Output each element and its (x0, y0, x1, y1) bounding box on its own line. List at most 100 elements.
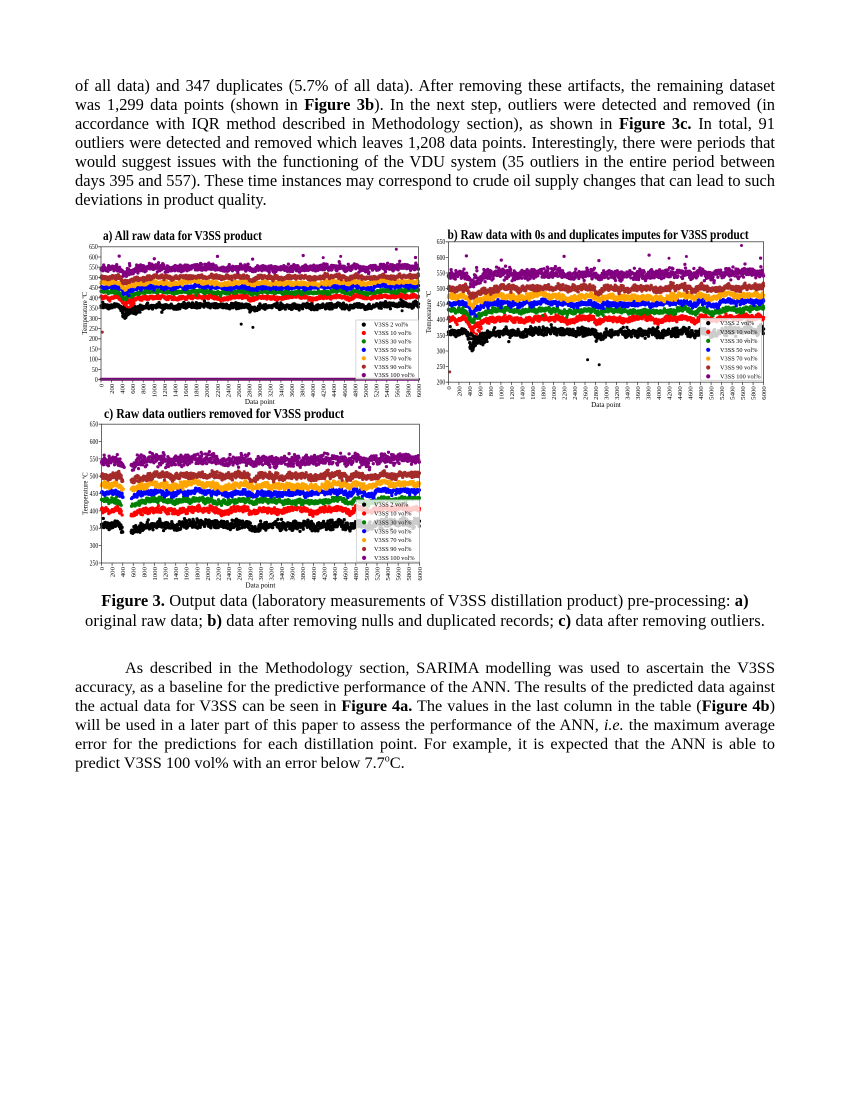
svg-text:600: 600 (478, 386, 484, 396)
svg-text:3400: 3400 (279, 567, 285, 581)
svg-text:600: 600 (131, 567, 137, 577)
svg-text:V3SS 90 vol%: V3SS 90 vol% (720, 365, 758, 372)
svg-text:3200: 3200 (614, 386, 620, 400)
svg-text:450: 450 (437, 301, 446, 309)
svg-text:V3SS 100 vol%: V3SS 100 vol% (374, 555, 415, 562)
svg-text:Temperature ºC: Temperature ºC (83, 472, 90, 515)
svg-text:300: 300 (437, 348, 446, 356)
svg-text:1600: 1600 (530, 386, 536, 400)
svg-text:4800: 4800 (353, 384, 359, 398)
svg-text:200: 200 (110, 567, 116, 577)
svg-text:3600: 3600 (635, 386, 641, 400)
svg-text:Data point: Data point (591, 400, 621, 409)
svg-text:V3SS 2 vol%: V3SS 2 vol% (720, 320, 755, 327)
svg-text:600: 600 (89, 254, 98, 262)
svg-text:2400: 2400 (572, 386, 578, 400)
svg-text:250: 250 (89, 325, 98, 333)
svg-text:5200: 5200 (719, 386, 725, 400)
svg-text:2400: 2400 (226, 384, 232, 398)
svg-text:V3SS 30 vol%: V3SS 30 vol% (720, 338, 758, 345)
svg-text:3000: 3000 (257, 384, 263, 398)
svg-text:3400: 3400 (625, 386, 631, 400)
svg-text:1800: 1800 (195, 567, 201, 581)
svg-text:0: 0 (99, 567, 105, 570)
svg-text:500: 500 (437, 285, 446, 293)
svg-text:V3SS 100 vol%: V3SS 100 vol% (720, 374, 761, 381)
svg-text:V3SS 30 vol%: V3SS 30 vol% (374, 520, 412, 527)
svg-text:4600: 4600 (342, 384, 348, 398)
svg-text:2800: 2800 (247, 384, 253, 398)
svg-text:300: 300 (90, 542, 99, 550)
svg-text:V3SS 70 vol%: V3SS 70 vol% (374, 355, 412, 362)
svg-text:1400: 1400 (173, 567, 179, 581)
svg-text:5200: 5200 (374, 384, 380, 398)
svg-text:3800: 3800 (301, 567, 307, 581)
svg-text:800: 800 (142, 567, 148, 577)
svg-text:Temperature ºC: Temperature ºC (426, 290, 433, 333)
svg-text:2600: 2600 (236, 384, 242, 398)
svg-text:2200: 2200 (562, 386, 568, 400)
svg-text:0: 0 (95, 377, 98, 385)
svg-text:650: 650 (437, 239, 446, 247)
svg-text:4400: 4400 (677, 386, 683, 400)
svg-text:V3SS 10 vol%: V3SS 10 vol% (374, 511, 412, 518)
svg-text:5400: 5400 (384, 384, 390, 398)
svg-text:400: 400 (467, 386, 473, 396)
svg-text:600: 600 (90, 438, 99, 446)
svg-text:650: 650 (89, 244, 98, 252)
svg-text:150: 150 (89, 346, 98, 354)
svg-text:2600: 2600 (583, 386, 589, 400)
svg-text:4800: 4800 (698, 386, 704, 400)
svg-text:V3SS 10 vol%: V3SS 10 vol% (720, 329, 758, 336)
svg-text:5600: 5600 (396, 567, 402, 581)
svg-text:V3SS 2 vol%: V3SS 2 vol% (374, 502, 409, 509)
svg-text:1600: 1600 (183, 384, 189, 398)
svg-text:4200: 4200 (322, 567, 328, 581)
svg-text:Data point: Data point (245, 580, 275, 589)
svg-text:1600: 1600 (184, 567, 190, 581)
svg-text:500: 500 (90, 473, 99, 481)
svg-text:400: 400 (120, 567, 126, 577)
svg-text:3200: 3200 (269, 567, 275, 581)
svg-text:3600: 3600 (289, 384, 295, 398)
svg-text:350: 350 (89, 305, 98, 313)
svg-text:1000: 1000 (152, 384, 158, 398)
svg-text:350: 350 (90, 525, 99, 533)
svg-text:2800: 2800 (593, 386, 599, 400)
svg-text:1800: 1800 (194, 384, 200, 398)
svg-text:5600: 5600 (740, 386, 746, 400)
svg-text:3800: 3800 (646, 386, 652, 400)
svg-text:250: 250 (90, 560, 99, 568)
svg-text:2000: 2000 (551, 386, 557, 400)
svg-text:4200: 4200 (321, 384, 327, 398)
svg-text:V3SS 90 vol%: V3SS 90 vol% (374, 364, 412, 371)
svg-text:2200: 2200 (216, 567, 222, 581)
svg-text:0: 0 (446, 386, 452, 389)
svg-text:4600: 4600 (688, 386, 694, 400)
svg-text:V3SS 90 vol%: V3SS 90 vol% (374, 546, 412, 553)
svg-text:6000: 6000 (416, 384, 422, 398)
svg-text:V3SS 2 vol%: V3SS 2 vol% (374, 322, 409, 329)
svg-text:550: 550 (89, 264, 98, 272)
svg-text:a) All raw data for V3SS produ: a) All raw data for V3SS product (103, 228, 263, 243)
svg-text:2000: 2000 (205, 384, 211, 398)
svg-text:Data point: Data point (245, 397, 275, 406)
svg-text:0: 0 (99, 384, 105, 387)
svg-text:50: 50 (92, 366, 98, 374)
svg-text:2000: 2000 (205, 567, 211, 581)
svg-text:1800: 1800 (541, 386, 547, 400)
svg-text:5800: 5800 (407, 567, 413, 581)
svg-text:V3SS 70 vol%: V3SS 70 vol% (720, 356, 758, 363)
svg-text:5000: 5000 (364, 567, 370, 581)
svg-text:400: 400 (89, 295, 98, 303)
svg-text:400: 400 (437, 317, 446, 325)
svg-text:1200: 1200 (509, 386, 515, 400)
svg-text:V3SS 10 vol%: V3SS 10 vol% (374, 330, 412, 337)
svg-text:1200: 1200 (163, 567, 169, 581)
svg-text:c) Raw data outliers removed f: c) Raw data outliers removed for V3SS pr… (104, 406, 345, 421)
svg-text:3600: 3600 (290, 567, 296, 581)
svg-text:1400: 1400 (173, 384, 179, 398)
svg-text:200: 200 (89, 336, 98, 344)
svg-text:4400: 4400 (332, 567, 338, 581)
svg-text:550: 550 (437, 270, 446, 278)
